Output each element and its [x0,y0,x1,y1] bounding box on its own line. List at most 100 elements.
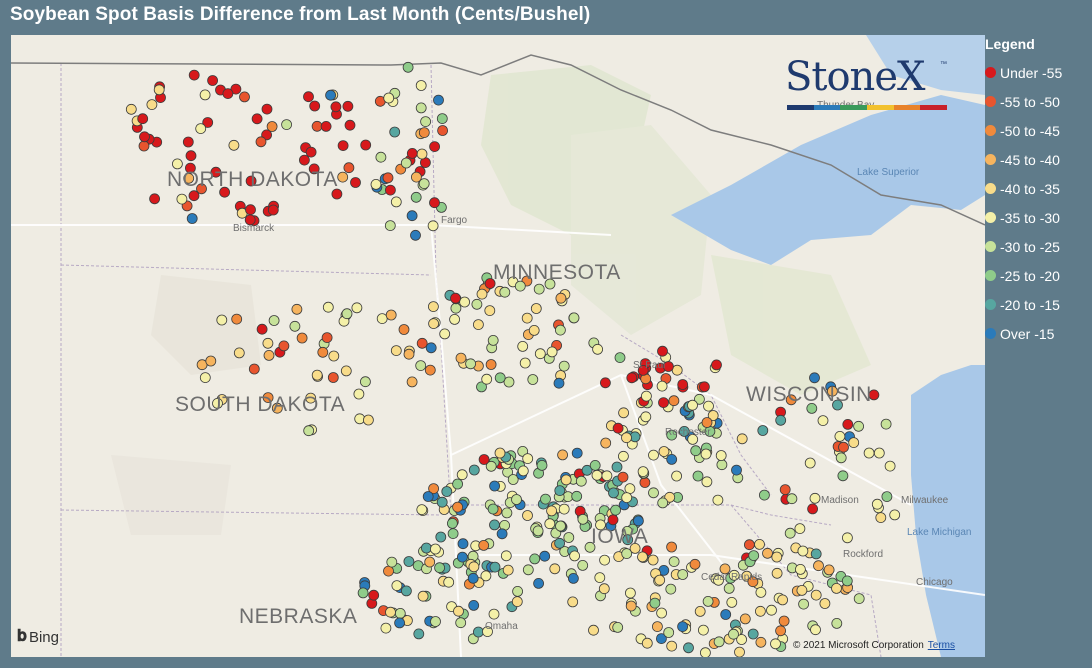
site-marker[interactable] [268,315,280,326]
site-marker[interactable] [624,483,636,495]
site-marker[interactable] [435,531,447,543]
site-marker[interactable] [386,556,398,568]
site-marker[interactable] [889,509,901,521]
site-marker[interactable] [831,618,843,629]
site-marker[interactable] [608,487,619,499]
site-marker[interactable] [415,360,427,372]
site-marker[interactable] [487,503,499,515]
site-marker[interactable] [533,578,544,589]
site-marker[interactable] [418,127,430,138]
site-marker[interactable] [536,459,548,471]
site-marker[interactable] [233,347,245,359]
site-marker[interactable] [599,554,610,566]
site-marker[interactable] [425,342,437,354]
site-marker[interactable] [621,432,632,444]
site-marker[interactable] [841,575,853,587]
site-marker[interactable] [485,359,497,370]
site-marker[interactable] [848,437,860,449]
site-marker[interactable] [796,585,808,596]
site-marker[interactable] [420,116,432,127]
site-marker[interactable] [795,564,806,575]
site-marker[interactable] [754,538,765,550]
site-marker[interactable] [311,369,323,381]
site-marker[interactable] [476,288,488,300]
site-marker[interactable] [838,441,849,453]
site-marker[interactable] [592,343,603,355]
site-marker[interactable] [262,337,274,349]
site-markers[interactable] [125,61,901,657]
site-marker[interactable] [415,80,427,91]
site-marker[interactable] [478,539,490,551]
site-marker[interactable] [558,360,570,372]
site-marker[interactable] [810,624,821,636]
site-marker[interactable] [689,558,701,570]
site-marker[interactable] [199,89,211,101]
site-marker[interactable] [569,550,580,562]
site-marker[interactable] [441,486,453,497]
site-marker[interactable] [759,489,770,501]
site-marker[interactable] [557,449,568,461]
site-marker[interactable] [842,418,854,430]
site-marker[interactable] [656,607,667,619]
site-marker[interactable] [327,372,339,383]
site-marker[interactable] [522,510,533,521]
site-marker[interactable] [476,381,487,393]
site-marker[interactable] [699,381,710,393]
site-marker[interactable] [527,374,539,385]
site-marker[interactable] [568,573,579,584]
site-marker[interactable] [196,183,207,195]
site-marker[interactable] [622,534,634,546]
site-marker[interactable] [385,309,397,321]
site-marker[interactable] [309,100,321,112]
site-marker[interactable] [428,318,440,330]
site-marker[interactable] [517,340,529,352]
site-marker[interactable] [406,210,418,222]
site-marker[interactable] [827,385,838,397]
site-marker[interactable] [472,626,484,638]
site-marker[interactable] [410,171,422,183]
site-marker[interactable] [446,517,458,529]
site-marker[interactable] [512,586,524,597]
site-marker[interactable] [648,449,659,461]
site-marker[interactable] [210,166,222,178]
site-marker[interactable] [281,119,293,130]
site-marker[interactable] [728,628,739,640]
site-marker[interactable] [544,278,556,290]
site-marker[interactable] [391,580,403,591]
site-marker[interactable] [450,292,461,304]
site-marker[interactable] [640,411,652,423]
site-marker[interactable] [417,590,429,602]
site-marker[interactable] [507,474,519,485]
site-marker[interactable] [534,348,546,360]
site-marker[interactable] [766,604,777,616]
site-marker[interactable] [383,92,395,104]
site-marker[interactable] [420,542,432,554]
site-marker[interactable] [731,464,742,476]
site-marker[interactable] [471,298,483,310]
site-marker[interactable] [842,532,853,544]
site-marker[interactable] [664,491,676,503]
site-marker[interactable] [341,308,353,320]
site-marker[interactable] [831,583,842,594]
site-marker[interactable] [500,550,512,562]
site-marker[interactable] [678,425,690,437]
site-marker[interactable] [484,278,496,289]
site-marker[interactable] [715,450,727,461]
site-marker[interactable] [755,587,767,598]
site-marker[interactable] [571,447,583,459]
site-marker[interactable] [711,359,722,371]
site-marker[interactable] [317,346,329,358]
site-marker[interactable] [427,301,439,313]
site-marker[interactable] [480,570,492,582]
site-marker[interactable] [612,422,624,434]
site-marker[interactable] [539,550,551,562]
site-marker[interactable] [245,204,256,216]
site-marker[interactable] [656,380,668,392]
site-marker[interactable] [296,332,308,344]
site-marker[interactable] [677,379,689,390]
site-marker[interactable] [649,597,661,609]
site-marker[interactable] [577,560,589,571]
site-marker[interactable] [303,91,314,103]
site-marker[interactable] [837,470,849,482]
site-marker[interactable] [529,553,541,565]
